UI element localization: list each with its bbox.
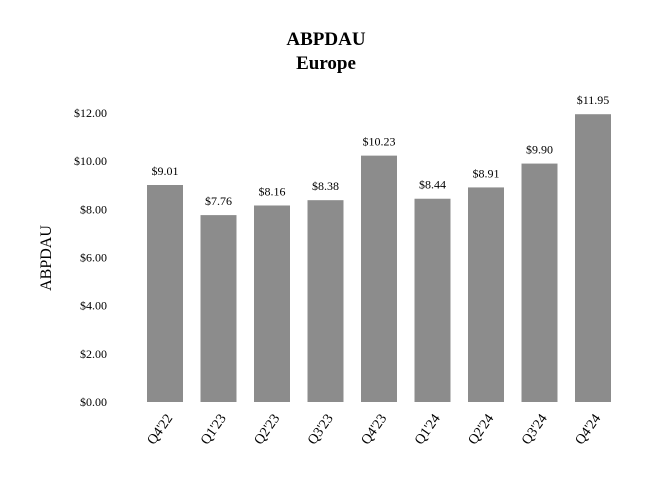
bar <box>307 200 344 402</box>
data-label: $7.76 <box>205 194 232 208</box>
y-tick-label: $2.00 <box>80 347 107 361</box>
data-label: $10.23 <box>363 135 396 149</box>
bar <box>521 163 558 402</box>
x-tick-label: Q3'24 <box>519 412 551 448</box>
plot-area: $9.01 $7.76 $8.16 $8.38 $10.23 $8.44 $8.91 $9.9… <box>147 93 611 403</box>
chart-subtitle: Europe <box>296 53 356 74</box>
data-label: $8.38 <box>312 179 339 193</box>
x-tick-label: Q1'24 <box>412 412 444 448</box>
data-label: $8.16 <box>259 184 286 198</box>
y-axis-label: ABPDAU <box>38 225 55 291</box>
x-tick-label: Q2'23 <box>252 412 284 448</box>
x-tick-label: Q1'23 <box>198 412 230 448</box>
x-tick-label: Q4'23 <box>359 412 391 448</box>
y-tick-label: $8.00 <box>80 202 107 216</box>
data-label: $8.91 <box>473 166 500 180</box>
bar <box>468 187 504 402</box>
x-tick-label: Q2'24 <box>466 412 498 448</box>
y-axis: $0.00 $2.00 $4.00 $6.00 $8.00 $10.00 $12.00 <box>74 106 107 409</box>
x-tick-label: Q4'24 <box>573 412 605 448</box>
bar <box>361 155 397 402</box>
bar <box>254 205 290 402</box>
x-tick-label: Q3'23 <box>305 412 337 448</box>
bar <box>200 215 237 402</box>
data-label: $9.01 <box>152 164 179 178</box>
bar <box>147 185 183 402</box>
x-tick-label: Q4'22 <box>145 412 177 448</box>
y-tick-label: $12.00 <box>74 106 107 120</box>
bar <box>575 114 611 403</box>
data-label: $11.95 <box>577 93 610 107</box>
y-tick-label: $0.00 <box>80 395 107 409</box>
y-tick-label: $6.00 <box>80 251 107 265</box>
x-axis: Q4'22 Q1'23 Q2'23 Q3'23 Q4'23 Q1'24 Q2'24 Q3'24… <box>145 412 605 448</box>
data-label: $9.90 <box>526 143 553 157</box>
chart-title: ABPDAU <box>286 29 365 50</box>
bar <box>414 198 451 402</box>
y-tick-label: $4.00 <box>80 299 107 313</box>
data-label: $8.44 <box>419 178 446 192</box>
y-tick-label: $10.00 <box>74 154 107 168</box>
